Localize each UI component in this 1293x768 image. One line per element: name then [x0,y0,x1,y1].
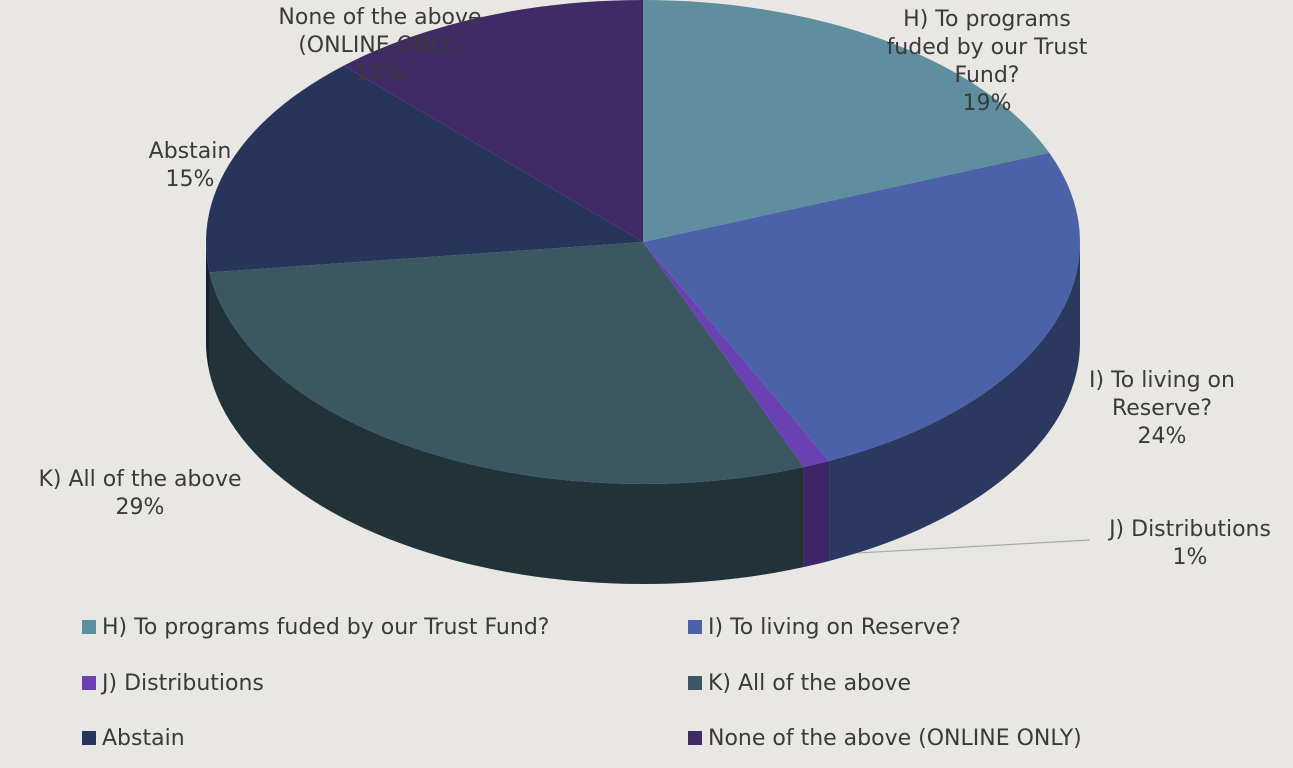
legend-item: Abstain [82,724,185,752]
legend-label: H) To programs fuded by our Trust Fund? [102,614,550,640]
slice-side [209,272,804,584]
slice [206,65,643,273]
data-label-name: Abstain [148,139,232,164]
data-label-value: 24% [1137,424,1187,449]
legend-label: K) All of the above [708,670,912,696]
data-label-name: J) Distributions [1109,517,1271,542]
slice-side-shade [209,272,804,584]
data-label: I) To living on Reserve? 24% [1077,367,1247,451]
data-label: Abstain 15% [100,138,280,194]
slice [643,0,1050,242]
data-label-value: 12% [355,61,405,86]
legend-item: H) To programs fuded by our Trust Fund? [82,613,549,641]
data-label-value: 1% [1172,545,1208,570]
slice-side [206,242,210,373]
slice [643,242,830,468]
legend-swatch [82,620,96,634]
legend-swatch [82,731,96,745]
slice-side-shade [803,460,830,568]
slice-side [803,460,830,568]
data-label-value: 15% [165,167,215,192]
data-label: J) Distributions 1% [1085,516,1293,572]
legend-swatch [688,731,702,745]
data-label-value: 29% [115,495,165,520]
data-label-name: K) All of the above [38,467,242,492]
slice-side-shade [206,242,210,373]
data-label-name: None of the above (ONLINE ONLY) [278,5,482,58]
data-label-name: H) To programs fuded by our Trust Fund? [886,7,1088,88]
legend-swatch [688,620,702,634]
slice [343,0,643,242]
slice [643,152,1080,461]
legend-swatch [82,676,96,690]
legend-label: I) To living on Reserve? [708,614,961,640]
data-label: H) To programs fuded by our Trust Fund? 1… [877,6,1097,118]
legend-label: J) Distributions [102,670,264,696]
data-label: K) All of the above 29% [0,466,280,522]
legend-item: K) All of the above [688,669,911,697]
leader-line [857,539,1091,554]
legend-item: None of the above (ONLINE ONLY) [688,724,1082,752]
data-label-name: I) To living on Reserve? [1089,368,1235,421]
data-label-value: 19% [962,91,1012,116]
slice [209,242,804,484]
legend-label: Abstain [102,725,185,751]
slice-side-shade [829,242,1080,561]
legend-item: I) To living on Reserve? [688,613,961,641]
legend-item: J) Distributions [82,669,264,697]
legend-label: None of the above (ONLINE ONLY) [708,725,1082,751]
slice-side [829,242,1080,561]
data-label: None of the above (ONLINE ONLY) 12% [250,4,510,88]
legend-swatch [688,676,702,690]
